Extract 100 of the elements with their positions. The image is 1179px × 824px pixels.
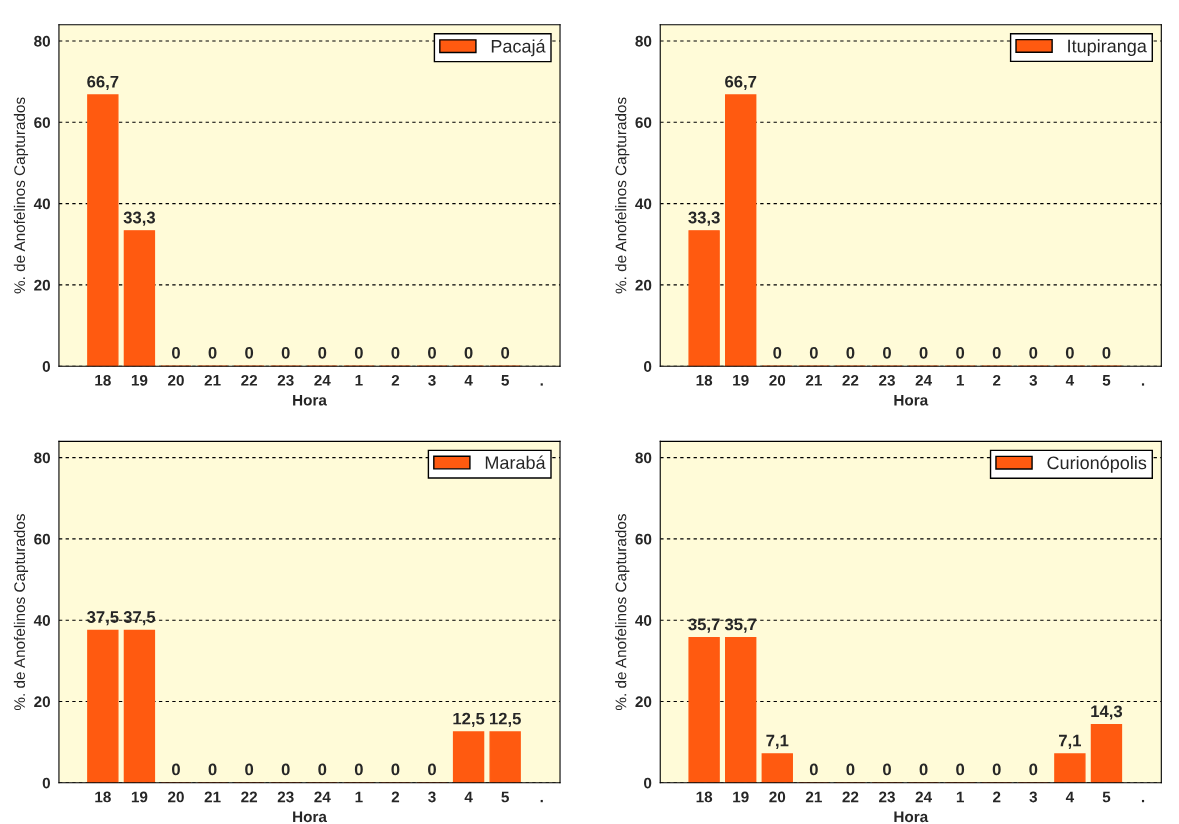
y-axis-title: %. de Anofelinos Capturados — [13, 514, 29, 711]
y-tick-label: 20 — [34, 279, 50, 291]
text: 0 — [1029, 763, 1038, 776]
x-tick-label: 22 — [241, 374, 258, 386]
x-tick-label: 18 — [696, 791, 713, 803]
text: 0 — [1065, 346, 1074, 359]
x-tick-label: 5 — [1102, 375, 1111, 386]
x-tick-label: 21 — [204, 791, 221, 803]
x-tick-label: 3 — [1029, 791, 1037, 803]
x-tick-label: 4 — [464, 791, 473, 803]
text: 0 — [245, 346, 254, 359]
x-tick-label: 4 — [464, 375, 473, 386]
text: 7,1 — [766, 734, 789, 749]
y-tick-label: 20 — [635, 279, 652, 291]
x-axis-title: Hora — [293, 394, 327, 406]
x-tick-label: 1 — [355, 791, 363, 803]
x-tick-label: 20 — [769, 791, 786, 803]
y-tick-label: 40 — [33, 615, 50, 626]
y-tick-label: 40 — [33, 198, 50, 210]
x-tick-label: 19 — [131, 374, 148, 386]
x-tick-label: 24 — [314, 791, 331, 803]
bar — [725, 636, 757, 783]
text: 0 — [391, 763, 400, 776]
text: 37,5 — [123, 611, 156, 626]
x-tick-label: 24 — [314, 374, 331, 386]
x-tick-label: 23 — [879, 374, 895, 386]
x-tick-label: 23 — [277, 374, 294, 386]
x-tick-label: 20 — [168, 791, 184, 803]
x-tick-label: 24 — [915, 791, 932, 803]
x-tick-label: 24 — [915, 374, 932, 386]
text: 12,5 — [489, 712, 521, 727]
text: 0 — [773, 346, 782, 359]
text: 33,3 — [123, 211, 156, 226]
x-axis-title: Hora — [894, 394, 929, 406]
x-tick-label: 23 — [277, 791, 294, 803]
text: 0 — [354, 763, 363, 776]
y-tick-label: 60 — [635, 117, 652, 128]
x-tick-label: 4 — [1065, 375, 1075, 386]
text: 7,1 — [1059, 734, 1081, 749]
y-tick-label: 60 — [34, 533, 50, 545]
text: 0 — [428, 763, 436, 776]
y-tick-label: 60 — [635, 533, 652, 545]
bar — [1054, 753, 1086, 783]
text: 0 — [318, 763, 327, 776]
x-tick-label: 19 — [131, 791, 148, 803]
x-axis-title: Hora — [293, 811, 327, 823]
bar — [688, 636, 720, 783]
text: 33,3 — [688, 211, 720, 226]
x-tick-label: 5 — [501, 375, 509, 386]
x-tick-label: 3 — [1029, 374, 1037, 386]
x-tick-label: 5 — [1102, 791, 1111, 803]
text: 0 — [992, 346, 1001, 359]
text: 0 — [208, 346, 217, 359]
text: 66,7 — [725, 75, 757, 90]
legend-label: Pacajá — [491, 39, 546, 57]
legend-label: Marabá — [485, 455, 546, 470]
y-tick-label: 0 — [42, 777, 50, 789]
text: 0 — [809, 763, 818, 776]
text: 0 — [883, 346, 891, 359]
y-tick-label: 0 — [42, 361, 50, 372]
x-tick-label: 21 — [805, 791, 822, 803]
x-tick-label: 21 — [204, 374, 221, 386]
x-tick-label: . — [1141, 799, 1145, 803]
text: 0 — [883, 763, 891, 776]
text: 0 — [172, 346, 180, 359]
x-tick-label: 2 — [993, 374, 1001, 386]
legend-label: Curionópolis — [1047, 455, 1147, 473]
text: 0 — [428, 346, 436, 359]
text: 0 — [281, 346, 290, 359]
text: 14,3 — [1091, 705, 1123, 720]
x-tick-label: . — [540, 383, 543, 386]
text: 66,7 — [87, 75, 119, 90]
text: 0 — [464, 346, 473, 359]
x-tick-label: 20 — [168, 374, 184, 386]
x-tick-label: 2 — [391, 374, 400, 386]
x-tick-label: 1 — [956, 375, 964, 386]
legend-label: Itupiranga — [1068, 39, 1147, 56]
y-tick-label: 80 — [34, 452, 50, 464]
y-tick-label: 40 — [635, 198, 652, 210]
y-tick-label: 60 — [34, 117, 50, 128]
y-tick-label: 80 — [34, 35, 50, 47]
text: 0 — [281, 763, 290, 776]
x-tick-label: 3 — [428, 791, 436, 803]
x-tick-label: . — [540, 799, 543, 803]
text: 0 — [919, 346, 928, 359]
text: 0 — [1102, 346, 1111, 359]
x-tick-label: 5 — [501, 791, 509, 803]
text: 0 — [318, 346, 327, 359]
x-tick-label: 18 — [95, 374, 111, 386]
y-tick-label: 40 — [635, 615, 652, 626]
x-axis-title: Hora — [894, 811, 929, 823]
x-tick-label: 3 — [428, 374, 436, 386]
x-tick-label: 1 — [956, 791, 964, 803]
y-axis-title: %. de Anofelinos Capturados — [13, 97, 29, 294]
text: 0 — [172, 763, 180, 776]
x-tick-label: 18 — [696, 374, 713, 386]
text: 0 — [956, 346, 965, 359]
x-tick-label: 23 — [879, 791, 895, 803]
text: 37,5 — [87, 611, 119, 626]
text: 0 — [956, 763, 965, 776]
